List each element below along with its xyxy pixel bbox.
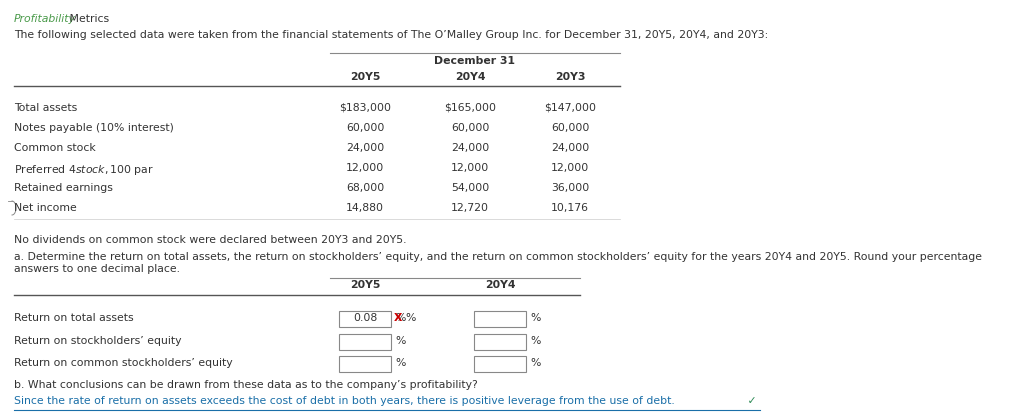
Text: 20Y4: 20Y4 (484, 280, 515, 290)
Text: 12,000: 12,000 (346, 163, 384, 173)
Text: 54,000: 54,000 (451, 183, 489, 193)
Text: ✓: ✓ (744, 396, 757, 406)
Text: Return on common stockholders’ equity: Return on common stockholders’ equity (14, 358, 232, 368)
Text: 24,000: 24,000 (346, 143, 384, 153)
Text: 20Y4: 20Y4 (455, 72, 485, 82)
Text: Profitability: Profitability (14, 14, 76, 24)
Text: Net income: Net income (14, 203, 77, 213)
FancyBboxPatch shape (474, 311, 526, 327)
Text: No dividends on common stock were declared between 20Y3 and 20Y5.: No dividends on common stock were declar… (14, 235, 407, 245)
Text: %: % (530, 313, 541, 323)
Text: X: X (394, 313, 402, 323)
Text: 36,000: 36,000 (551, 183, 589, 193)
Text: Metrics: Metrics (66, 14, 110, 24)
Text: a. Determine the return on total assets, the return on stockholders’ equity, and: a. Determine the return on total assets,… (14, 252, 982, 273)
Text: $183,000: $183,000 (339, 103, 391, 113)
FancyBboxPatch shape (474, 356, 526, 372)
Text: %: % (395, 358, 406, 368)
Text: $165,000: $165,000 (444, 103, 496, 113)
Text: Notes payable (10% interest): Notes payable (10% interest) (14, 123, 174, 133)
Text: 24,000: 24,000 (451, 143, 489, 153)
FancyBboxPatch shape (474, 334, 526, 350)
Text: %: % (530, 336, 541, 346)
Text: Preferred $4 stock, $100 par: Preferred $4 stock, $100 par (14, 163, 154, 177)
Text: Return on total assets: Return on total assets (14, 313, 133, 323)
Text: $147,000: $147,000 (544, 103, 596, 113)
Text: b. What conclusions can be drawn from these data as to the company’s profitabili: b. What conclusions can be drawn from th… (14, 380, 478, 390)
Text: %: % (395, 313, 406, 323)
FancyBboxPatch shape (339, 356, 391, 372)
Text: 20Y5: 20Y5 (350, 280, 380, 290)
Text: %: % (395, 336, 406, 346)
Text: 24,000: 24,000 (551, 143, 589, 153)
Text: 60,000: 60,000 (451, 123, 489, 133)
Text: 0.08: 0.08 (353, 313, 377, 323)
Text: Since the rate of return on assets exceeds the cost of debt in both years, there: Since the rate of return on assets excee… (14, 396, 675, 406)
Text: Return on stockholders’ equity: Return on stockholders’ equity (14, 336, 181, 346)
Text: 12,720: 12,720 (451, 203, 489, 213)
Text: 12,000: 12,000 (451, 163, 489, 173)
FancyBboxPatch shape (339, 334, 391, 350)
Text: The following selected data were taken from the financial statements of The O’Ma: The following selected data were taken f… (14, 30, 768, 40)
Text: 20Y3: 20Y3 (555, 72, 586, 82)
Text: Common stock: Common stock (14, 143, 96, 153)
Text: 20Y5: 20Y5 (350, 72, 380, 82)
Text: 12,000: 12,000 (551, 163, 589, 173)
Text: 14,880: 14,880 (346, 203, 384, 213)
Text: 10,176: 10,176 (551, 203, 589, 213)
Text: 60,000: 60,000 (346, 123, 384, 133)
Text: Retained earnings: Retained earnings (14, 183, 113, 193)
Text: %: % (406, 313, 416, 323)
Text: %: % (530, 358, 541, 368)
Text: 68,000: 68,000 (346, 183, 384, 193)
Text: December 31: December 31 (434, 56, 515, 66)
FancyBboxPatch shape (339, 311, 391, 327)
Text: Total assets: Total assets (14, 103, 77, 113)
Text: 60,000: 60,000 (551, 123, 589, 133)
